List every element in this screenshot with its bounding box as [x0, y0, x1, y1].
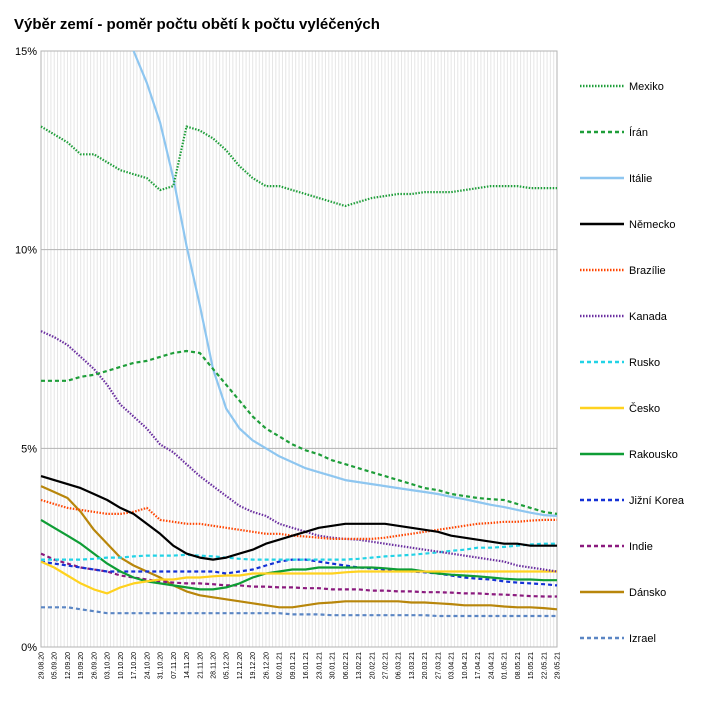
x-tick-label: 17.10.20 — [131, 652, 138, 679]
legend-label: Írán — [629, 126, 648, 139]
x-tick-label: 26.12.20 — [263, 652, 270, 679]
x-tick-label: 05.12.20 — [224, 652, 231, 679]
legend-label: Itálie — [629, 173, 652, 185]
chart-title: Výběr zemí - poměr počtu obětí k počtu v… — [14, 16, 380, 33]
y-tick-label: 10% — [15, 245, 37, 257]
x-tick-label: 12.09.20 — [65, 652, 72, 679]
legend-label: Mexiko — [629, 81, 664, 93]
x-tick-label: 20.02.21 — [369, 652, 376, 679]
x-tick-label: 29.08.20 — [39, 652, 46, 679]
legend-label: Kanada — [629, 311, 668, 323]
x-tick-label: 28.11.20 — [211, 652, 218, 679]
x-tick-label: 30.01.21 — [330, 652, 337, 679]
x-tick-label: 13.02.21 — [356, 652, 363, 679]
x-tick-label: 24.04.21 — [488, 652, 495, 679]
x-tick-label: 27.02.21 — [383, 652, 390, 679]
x-tick-label: 23.01.21 — [316, 652, 323, 679]
x-tick-label: 01.05.21 — [502, 652, 509, 679]
x-tick-label: 09.01.21 — [290, 652, 297, 679]
x-tick-label: 05.09.20 — [52, 652, 59, 679]
x-tick-label: 19.12.20 — [250, 652, 257, 679]
x-tick-label: 22.05.21 — [541, 652, 548, 679]
x-tick-label: 06.02.21 — [343, 652, 350, 679]
x-tick-label: 10.10.20 — [118, 652, 125, 679]
x-tick-label: 21.11.20 — [197, 652, 204, 679]
x-tick-label: 03.10.20 — [105, 652, 112, 679]
y-tick-label: 15% — [15, 46, 37, 58]
legend: Mexiko Írán Itálie Německo Brazílie Kanada Rus… — [580, 81, 685, 645]
x-tick-label: 12.12.20 — [237, 652, 244, 679]
legend-label: Německo — [629, 219, 675, 231]
x-tick-label: 07.11.20 — [171, 652, 178, 679]
x-tick-label: 06.03.21 — [396, 652, 403, 679]
x-tick-label: 14.11.20 — [184, 652, 191, 679]
x-tick-label: 31.10.20 — [158, 652, 165, 679]
series-line-brazílie — [40, 498, 557, 540]
x-tick-label: 03.04.21 — [449, 652, 456, 679]
y-tick-label: 5% — [21, 443, 37, 455]
legend-label: Brazílie — [629, 265, 666, 277]
legend-label: Rakousko — [629, 449, 678, 461]
series-line-itálie — [132, 50, 558, 517]
series-line-rakousko — [40, 518, 557, 591]
x-axis-ticks: 29.08.20 05.09.20 12.09.20 19.09.20 26.09.20… — [39, 652, 562, 679]
x-tick-label: 10.04.21 — [462, 652, 469, 679]
series-line-jižní-korea — [40, 558, 558, 587]
series-line-rusko — [41, 542, 557, 561]
y-axis-ticks: 0% 5% 10% 15% — [15, 46, 37, 654]
y-tick-label: 0% — [21, 642, 37, 654]
series-line-česko — [40, 560, 557, 595]
x-tick-label: 19.09.20 — [78, 652, 85, 679]
x-tick-label: 02.01.21 — [277, 652, 284, 679]
x-tick-label: 17.04.21 — [475, 652, 482, 679]
series-lines — [40, 50, 558, 618]
legend-label: Dánsko — [629, 587, 666, 599]
x-tick-label: 20.03.21 — [422, 652, 429, 679]
x-tick-label: 08.05.21 — [515, 652, 522, 679]
series-line-indie — [40, 552, 557, 598]
legend-label: Rusko — [629, 357, 660, 369]
legend-label: Česko — [629, 402, 660, 415]
x-tick-label: 15.05.21 — [528, 652, 535, 679]
series-line-izrael — [41, 606, 557, 618]
plot-area — [40, 50, 558, 648]
x-tick-label: 13.03.21 — [409, 652, 416, 679]
x-tick-label: 29.05.21 — [555, 652, 562, 679]
legend-label: Jižní Korea — [629, 495, 685, 507]
x-tick-label: 24.10.20 — [144, 652, 151, 679]
series-line-írán — [41, 349, 558, 515]
series-line-dánsko — [40, 485, 558, 611]
series-line-německo — [40, 475, 557, 561]
x-tick-label: 16.01.21 — [303, 652, 310, 679]
plot-border — [40, 50, 558, 648]
x-tick-label: 27.03.21 — [435, 652, 442, 679]
legend-label: Izrael — [629, 633, 656, 645]
x-tick-label: 26.09.20 — [91, 652, 98, 679]
series-line-mexiko — [40, 125, 557, 208]
legend-label: Indie — [629, 541, 653, 553]
